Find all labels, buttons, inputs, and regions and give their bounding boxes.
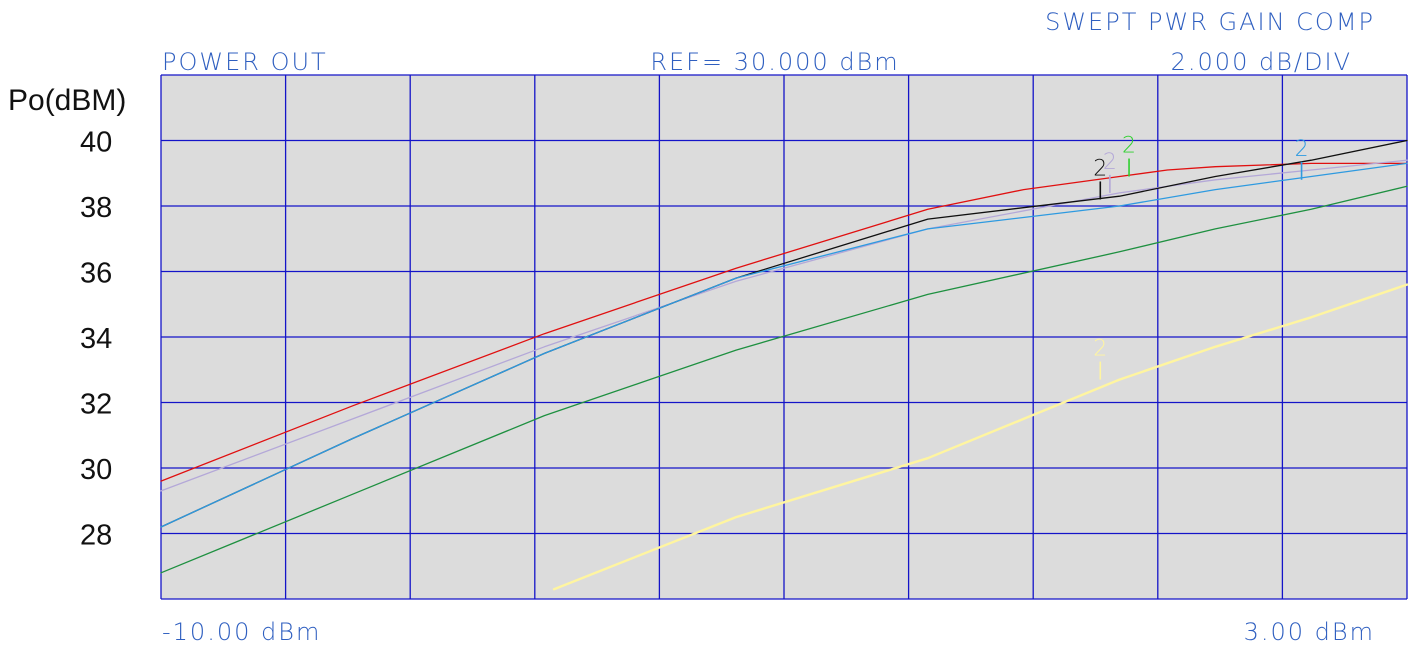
marker-label-1: 2 [1093,156,1107,181]
y-tick-labels: 28 30 32 34 36 38 40 [80,127,112,552]
x-stop-label: 3.00 dBm [1244,618,1375,645]
scale-per-division: 2.000 dB/DIV [1171,48,1352,76]
y-tick-label: 34 [80,323,112,355]
grid [160,74,1408,600]
series-line-5 [160,185,1408,574]
marker-label-2: 2 [1103,150,1117,175]
x-start-label: -10.00 dBm [162,618,321,645]
reference-level: REF= 30.000 dBm [650,48,899,76]
trace-label: POWER OUT [162,48,328,76]
y-tick-label: 30 [80,454,112,486]
chart-title: SWEPT PWR GAIN COMP [1045,8,1375,36]
marker-label-3: 2 [1122,134,1136,159]
y-axis-label: Po(dBM) [8,84,126,117]
marker-label-4: 2 [1295,137,1309,162]
marker-label-5: 2 [1093,337,1107,362]
series-line-1 [160,162,1408,482]
y-tick-label: 38 [80,192,112,224]
y-tick-label: 40 [80,127,112,159]
data-series-group [160,139,1409,591]
y-tick-label: 28 [80,520,112,552]
series-line-4 [160,162,1408,528]
series-line-6 [552,283,1409,591]
y-tick-label: 32 [80,389,112,421]
marker-group: 222 22 [1093,134,1309,380]
y-tick-label: 36 [80,258,112,290]
